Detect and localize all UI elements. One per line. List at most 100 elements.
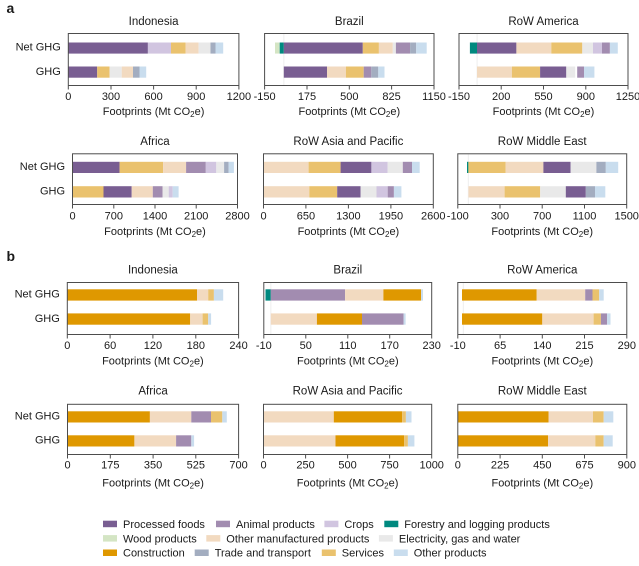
svg-text:Footprints (Mt CO2e): Footprints (Mt CO2e)	[297, 355, 399, 368]
svg-text:180: 180	[187, 340, 205, 352]
svg-text:65: 65	[494, 340, 506, 352]
svg-text:1400: 1400	[143, 210, 167, 222]
svg-text:2600: 2600	[421, 210, 445, 222]
svg-text:RoW Middle East: RoW Middle East	[498, 386, 588, 398]
svg-text:215: 215	[575, 340, 593, 352]
svg-text:0: 0	[64, 340, 70, 352]
svg-text:120: 120	[144, 340, 162, 352]
svg-text:900: 900	[618, 460, 636, 472]
svg-text:Brazil: Brazil	[333, 265, 362, 277]
svg-text:b: b	[7, 248, 16, 264]
svg-text:Footprints (Mt CO2e): Footprints (Mt CO2e)	[298, 226, 400, 239]
svg-text:-10: -10	[256, 340, 272, 352]
svg-text:RoW Asia and Pacific: RoW Asia and Pacific	[293, 136, 403, 148]
svg-text:675: 675	[575, 460, 593, 472]
svg-text:-150: -150	[448, 91, 470, 103]
svg-text:-100: -100	[447, 210, 469, 222]
svg-text:Other products: Other products	[414, 548, 487, 560]
svg-text:Wood products: Wood products	[123, 533, 197, 545]
svg-text:Animal products: Animal products	[236, 519, 315, 531]
svg-text:225: 225	[491, 460, 509, 472]
svg-text:175: 175	[101, 460, 119, 472]
svg-text:700: 700	[533, 210, 551, 222]
svg-text:750: 750	[380, 460, 398, 472]
svg-text:GHG: GHG	[36, 66, 61, 78]
svg-text:Electricity, gas and water: Electricity, gas and water	[399, 533, 521, 545]
svg-text:Net GHG: Net GHG	[16, 42, 61, 54]
svg-text:Net GHG: Net GHG	[20, 161, 65, 173]
svg-text:300: 300	[491, 210, 509, 222]
svg-text:Construction: Construction	[123, 548, 185, 560]
svg-text:-150: -150	[254, 91, 276, 103]
svg-text:0: 0	[65, 91, 71, 103]
svg-text:RoW America: RoW America	[507, 265, 578, 277]
svg-text:650: 650	[297, 210, 315, 222]
svg-text:Net GHG: Net GHG	[15, 289, 60, 301]
svg-text:Footprints (Mt CO2e): Footprints (Mt CO2e)	[491, 355, 593, 368]
svg-text:900: 900	[187, 91, 205, 103]
svg-text:GHG: GHG	[35, 435, 60, 447]
svg-text:2100: 2100	[184, 210, 208, 222]
svg-text:RoW Asia and Pacific: RoW Asia and Pacific	[293, 386, 403, 398]
svg-text:0: 0	[260, 210, 266, 222]
svg-text:1150: 1150	[422, 91, 446, 103]
svg-text:170: 170	[381, 340, 399, 352]
svg-text:500: 500	[340, 91, 358, 103]
svg-text:GHG: GHG	[35, 313, 60, 325]
svg-text:700: 700	[229, 460, 247, 472]
svg-text:1000: 1000	[419, 460, 443, 472]
svg-text:230: 230	[423, 340, 441, 352]
svg-text:Forestry and logging products: Forestry and logging products	[404, 519, 550, 531]
svg-text:Footprints (Mt CO2e): Footprints (Mt CO2e)	[298, 106, 400, 119]
svg-text:Footprints (Mt CO2e): Footprints (Mt CO2e)	[491, 226, 593, 239]
svg-text:Services: Services	[342, 548, 385, 560]
svg-text:Footprints (Mt CO2e): Footprints (Mt CO2e)	[104, 226, 206, 239]
svg-text:290: 290	[618, 340, 636, 352]
svg-text:Trade and transport: Trade and transport	[215, 548, 311, 560]
svg-text:Footprints (Mt CO2e): Footprints (Mt CO2e)	[102, 355, 204, 368]
svg-text:Crops: Crops	[344, 519, 374, 531]
svg-text:1100: 1100	[573, 210, 597, 222]
svg-text:Indonesia: Indonesia	[129, 16, 179, 28]
svg-text:Footprints (Mt CO2e): Footprints (Mt CO2e)	[493, 106, 595, 119]
svg-text:825: 825	[382, 91, 400, 103]
svg-text:0: 0	[455, 460, 461, 472]
svg-text:GHG: GHG	[40, 186, 65, 198]
svg-text:500: 500	[338, 460, 356, 472]
svg-text:Africa: Africa	[140, 136, 170, 148]
svg-text:1250: 1250	[616, 91, 639, 103]
svg-text:240: 240	[229, 340, 247, 352]
svg-text:110: 110	[339, 340, 357, 352]
svg-text:Footprints (Mt CO2e): Footprints (Mt CO2e)	[491, 477, 593, 490]
svg-text:Footprints (Mt CO2e): Footprints (Mt CO2e)	[297, 477, 399, 490]
svg-text:600: 600	[144, 91, 162, 103]
svg-text:900: 900	[577, 91, 595, 103]
svg-text:250: 250	[296, 460, 314, 472]
svg-text:1200: 1200	[227, 91, 251, 103]
svg-text:525: 525	[187, 460, 205, 472]
svg-text:60: 60	[104, 340, 116, 352]
svg-text:Indonesia: Indonesia	[128, 265, 178, 277]
svg-text:200: 200	[492, 91, 510, 103]
svg-text:Brazil: Brazil	[335, 16, 364, 28]
svg-text:1300: 1300	[336, 210, 360, 222]
svg-text:2800: 2800	[225, 210, 249, 222]
svg-text:Africa: Africa	[138, 386, 168, 398]
svg-text:Footprints (Mt CO2e): Footprints (Mt CO2e)	[103, 106, 205, 119]
svg-text:50: 50	[300, 340, 312, 352]
svg-text:RoW America: RoW America	[508, 16, 579, 28]
svg-text:700: 700	[105, 210, 123, 222]
svg-text:550: 550	[534, 91, 552, 103]
svg-text:-10: -10	[450, 340, 466, 352]
svg-text:0: 0	[64, 460, 70, 472]
svg-text:0: 0	[69, 210, 75, 222]
svg-text:1950: 1950	[379, 210, 403, 222]
svg-text:Net GHG: Net GHG	[15, 411, 60, 423]
svg-text:350: 350	[144, 460, 162, 472]
svg-text:450: 450	[533, 460, 551, 472]
svg-text:Processed foods: Processed foods	[123, 519, 205, 531]
svg-text:0: 0	[260, 460, 266, 472]
svg-text:300: 300	[102, 91, 120, 103]
svg-text:175: 175	[298, 91, 316, 103]
svg-text:1500: 1500	[614, 210, 638, 222]
